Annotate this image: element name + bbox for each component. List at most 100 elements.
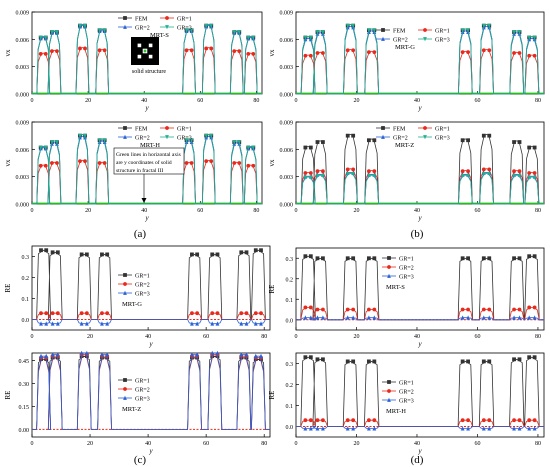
data-point bbox=[38, 35, 43, 40]
data-point bbox=[351, 167, 356, 172]
legend-marker bbox=[387, 273, 391, 278]
fractal-pore bbox=[137, 43, 142, 48]
data-point bbox=[189, 28, 194, 33]
data-point bbox=[321, 418, 325, 423]
method-label: MRT-S bbox=[386, 284, 405, 291]
legend-label: GR=1 bbox=[435, 28, 450, 34]
data-point bbox=[50, 250, 55, 255]
data-point bbox=[481, 23, 486, 28]
y-tick-label: 0.009 bbox=[280, 121, 294, 127]
y-tick-label: 0.00 bbox=[19, 428, 30, 434]
data-point bbox=[460, 418, 465, 423]
data-point bbox=[100, 321, 104, 326]
data-point bbox=[246, 163, 251, 168]
x-tick-label: 40 bbox=[141, 98, 147, 104]
data-point bbox=[237, 161, 242, 165]
legend-marker bbox=[123, 134, 127, 139]
data-point bbox=[527, 145, 532, 150]
data-point bbox=[466, 138, 470, 143]
data-point bbox=[481, 167, 486, 172]
data-point bbox=[366, 173, 371, 179]
data-point bbox=[55, 321, 60, 326]
legend-label: GR=1 bbox=[399, 380, 414, 386]
data-point bbox=[366, 256, 371, 261]
data-point bbox=[460, 50, 465, 54]
data-point bbox=[195, 311, 200, 316]
legend-marker bbox=[123, 16, 127, 20]
data-point bbox=[532, 35, 537, 40]
data-point bbox=[527, 35, 532, 40]
data-point bbox=[351, 426, 356, 431]
plot-frame bbox=[31, 245, 271, 331]
data-point bbox=[315, 307, 320, 312]
legend-marker bbox=[387, 397, 391, 402]
data-point bbox=[487, 172, 492, 177]
data-point bbox=[466, 418, 470, 423]
y-tick-label: 0.000 bbox=[280, 93, 294, 99]
data-point bbox=[102, 161, 107, 165]
data-point bbox=[84, 350, 89, 355]
data-point bbox=[517, 315, 522, 320]
chart-panel-4: 0.000 0.003 0.006 0.009 0 20 40 60 80 y vx FEM GR=1 G… bbox=[268, 121, 545, 222]
y-tick-label: 0.006 bbox=[16, 38, 30, 44]
legend-marker bbox=[165, 135, 169, 140]
data-point bbox=[487, 315, 492, 320]
panel-label-c: (c) bbox=[134, 454, 147, 466]
data-point bbox=[315, 30, 320, 35]
data-point bbox=[100, 311, 104, 316]
data-point bbox=[308, 418, 313, 423]
y-tick-label: 0.006 bbox=[280, 148, 294, 154]
data-point bbox=[232, 30, 237, 35]
series-line-gr3 bbox=[296, 172, 544, 205]
data-point bbox=[78, 23, 82, 28]
inset-caption: solid structure bbox=[132, 69, 166, 75]
data-point bbox=[466, 307, 470, 312]
data-point bbox=[345, 426, 350, 431]
data-point bbox=[78, 133, 82, 138]
data-point bbox=[44, 248, 49, 253]
x-axis-label: y bbox=[144, 214, 149, 222]
data-point bbox=[321, 315, 325, 320]
data-point bbox=[303, 35, 308, 40]
note-arrow-head bbox=[141, 198, 147, 203]
data-point bbox=[55, 49, 59, 54]
y-tick-label: 0.15 bbox=[19, 405, 30, 411]
y-tick-label: 0.0 bbox=[286, 318, 294, 324]
data-point bbox=[366, 307, 371, 312]
legend-marker bbox=[165, 16, 169, 20]
legend-label: GR=3 bbox=[177, 25, 192, 31]
data-point bbox=[351, 359, 356, 364]
data-point bbox=[481, 418, 486, 423]
data-point bbox=[97, 161, 102, 165]
data-point bbox=[466, 169, 470, 174]
x-axis-label: y bbox=[417, 340, 422, 348]
data-point bbox=[195, 352, 200, 357]
data-point bbox=[308, 175, 313, 180]
legend-label: GR=1 bbox=[177, 16, 192, 22]
data-point bbox=[215, 252, 220, 257]
data-point bbox=[466, 359, 470, 364]
data-point bbox=[466, 50, 470, 54]
legend-label: GR=2 bbox=[135, 135, 150, 141]
data-point bbox=[527, 175, 532, 180]
data-point bbox=[487, 23, 492, 28]
legend-marker bbox=[387, 380, 391, 384]
legend-marker bbox=[123, 378, 127, 382]
method-label: MRT-G bbox=[395, 44, 415, 51]
data-point bbox=[481, 133, 486, 138]
y-tick-label: 0.0 bbox=[22, 318, 30, 324]
x-axis-label: y bbox=[417, 447, 422, 455]
data-point bbox=[84, 321, 89, 326]
y-axis-label: vx bbox=[4, 159, 12, 167]
data-point bbox=[460, 426, 465, 431]
data-point bbox=[308, 53, 313, 58]
data-point bbox=[44, 311, 49, 316]
data-point bbox=[517, 173, 522, 179]
data-point bbox=[308, 305, 313, 310]
y-tick-label: 0.2 bbox=[22, 276, 30, 282]
y-tick-label: 0.003 bbox=[16, 65, 30, 71]
data-point bbox=[55, 161, 59, 165]
data-point bbox=[487, 418, 492, 423]
y-tick-label: 0.30 bbox=[19, 382, 30, 388]
